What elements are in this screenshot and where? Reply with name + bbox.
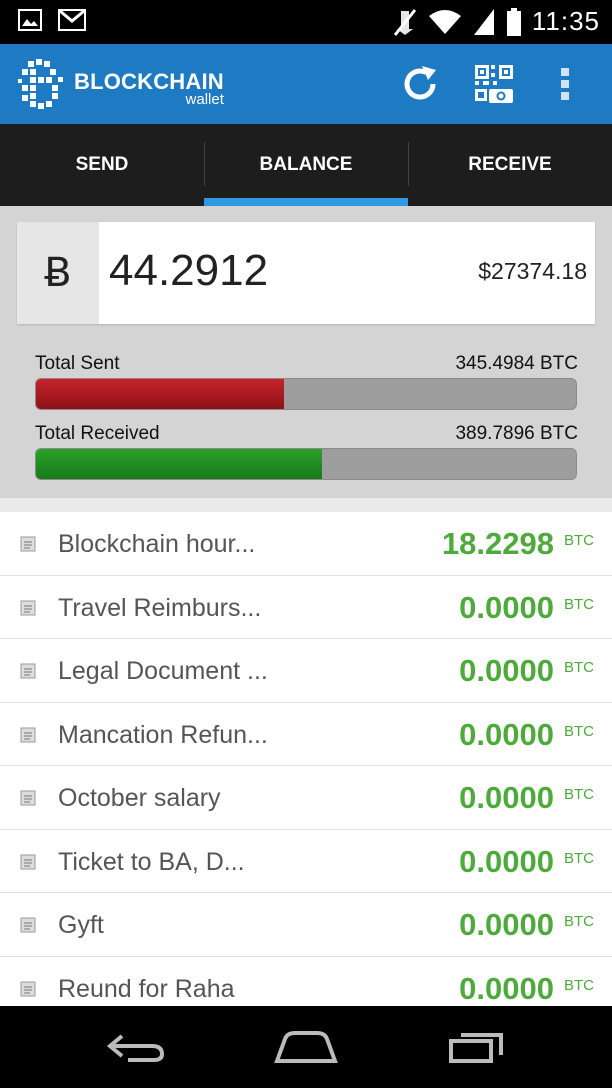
- note-icon: [20, 600, 36, 615]
- back-button[interactable]: [91, 1024, 181, 1070]
- total-received-bar: [35, 448, 577, 480]
- balance-card[interactable]: Ƀ 44.2912 $27374.18: [17, 222, 595, 324]
- transaction-amount: 0.0000: [459, 780, 554, 815]
- transaction-unit: BTC: [564, 976, 594, 994]
- list-item[interactable]: Legal Document ... 0.0000 BTC: [0, 639, 612, 703]
- status-time: 11:35: [531, 6, 600, 36]
- transaction-label: October salary: [58, 784, 221, 812]
- note-icon: [20, 917, 36, 933]
- note-icon: [20, 790, 36, 806]
- transaction-amount: 0.0000: [459, 970, 554, 1006]
- total-sent-bar: [35, 378, 577, 410]
- transaction-label: Mancation Refun...: [58, 720, 268, 749]
- total-sent-value: 345.4984 BTC: [455, 353, 578, 374]
- wifi-icon: [428, 9, 461, 34]
- transaction-label: Reund for Raha: [58, 974, 235, 1003]
- bitcoin-symbol-icon: Ƀ: [17, 222, 99, 324]
- list-separator: [0, 498, 612, 512]
- note-icon: [20, 536, 36, 552]
- home-icon: [274, 1031, 338, 1063]
- app-bar: BLOCKCHAIN wallet: [0, 44, 612, 124]
- total-received-label: Total Received: [35, 423, 160, 444]
- transaction-unit: BTC: [564, 786, 594, 803]
- transaction-unit: BTC: [564, 595, 594, 613]
- transaction-label: Blockchain hour...: [58, 530, 256, 558]
- refresh-icon: [404, 66, 436, 100]
- list-item[interactable]: Travel Reimburs... 0.0000 BTC: [0, 576, 612, 639]
- transaction-amount: 0.0000: [459, 843, 554, 879]
- balance-summary: Ƀ 44.2912 $27374.18 Total Sent 345.4984 …: [0, 206, 612, 498]
- transaction-label: Legal Document ...: [58, 657, 268, 685]
- note-icon: [20, 663, 36, 679]
- overflow-menu-button[interactable]: [543, 62, 587, 106]
- gmail-icon: [58, 9, 86, 31]
- list-item[interactable]: Gyft 0.0000 BTC: [0, 893, 612, 957]
- signal-icon: [473, 8, 494, 35]
- total-received-bar-fill: [36, 449, 323, 479]
- transaction-unit: BTC: [564, 849, 594, 867]
- list-item[interactable]: October salary 0.0000 BTC: [0, 766, 612, 830]
- note-icon: [20, 854, 36, 869]
- blockchain-logo-icon: [18, 59, 63, 109]
- transaction-label: Travel Reimburs...: [58, 593, 262, 622]
- battery-icon: [506, 7, 521, 36]
- transaction-amount: 0.0000: [459, 716, 554, 752]
- list-item[interactable]: Ticket to BA, D... 0.0000 BTC: [0, 830, 612, 893]
- total-sent-label: Total Sent: [35, 353, 120, 374]
- transaction-amount: 0.0000: [459, 589, 554, 625]
- overflow-menu-icon: [561, 68, 569, 100]
- image-icon: [18, 9, 42, 31]
- list-item[interactable]: Mancation Refun... 0.0000 BTC: [0, 703, 612, 766]
- total-sent-bar-fill: [36, 379, 285, 409]
- tab-send[interactable]: SEND: [75, 154, 129, 175]
- tab-bar: SEND BALANCE RECEIVE: [0, 124, 612, 206]
- refresh-button[interactable]: [398, 62, 442, 106]
- brand-subtitle: wallet: [185, 91, 224, 108]
- transaction-list[interactable]: Blockchain hour... 18.2298 BTC Travel Re…: [0, 512, 612, 1006]
- qr-scan-icon: [475, 65, 513, 103]
- transaction-amount: 18.2298: [441, 526, 554, 561]
- status-bar: 11:35: [0, 0, 612, 44]
- transaction-label: Gyft: [58, 911, 104, 939]
- total-received-value: 389.7896 BTC: [455, 423, 578, 444]
- recents-button[interactable]: [432, 1024, 522, 1070]
- brand-title: BLOCKCHAIN: [74, 69, 224, 94]
- list-item[interactable]: Blockchain hour... 18.2298 BTC: [0, 512, 612, 576]
- home-button[interactable]: [261, 1024, 351, 1070]
- back-icon: [106, 1034, 165, 1062]
- balance-btc: 44.2912: [109, 246, 269, 295]
- transaction-unit: BTC: [564, 913, 594, 930]
- note-icon: [20, 981, 36, 996]
- transaction-unit: BTC: [564, 659, 594, 676]
- navigation-bar: [0, 1006, 612, 1088]
- transaction-unit: BTC: [564, 532, 594, 549]
- transaction-amount: 0.0000: [459, 907, 554, 942]
- qr-scan-button[interactable]: [472, 62, 516, 106]
- transaction-unit: BTC: [564, 722, 594, 740]
- list-item[interactable]: Reund for Raha 0.0000 BTC: [0, 957, 612, 1007]
- tab-balance[interactable]: BALANCE: [204, 124, 408, 206]
- balance-usd: $27374.18: [478, 258, 587, 284]
- note-icon: [20, 727, 36, 742]
- mute-icon: [393, 8, 417, 36]
- transaction-label: Ticket to BA, D...: [58, 847, 245, 876]
- recents-icon: [449, 1033, 503, 1063]
- brand: BLOCKCHAIN wallet: [74, 69, 224, 108]
- tab-receive[interactable]: RECEIVE: [408, 124, 612, 206]
- transaction-amount: 0.0000: [459, 653, 554, 688]
